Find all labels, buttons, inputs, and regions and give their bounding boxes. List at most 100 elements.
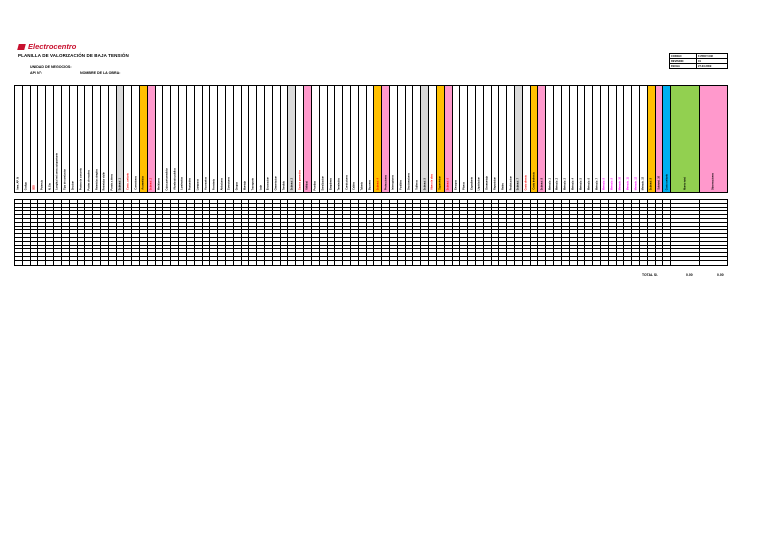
table-cell[interactable] [132,256,140,260]
table-cell[interactable] [382,237,390,241]
table-cell[interactable] [374,200,383,203]
table-cell[interactable] [648,237,656,241]
table-cell[interactable] [38,260,47,265]
table-cell[interactable] [328,222,336,226]
table-cell[interactable] [31,203,39,207]
table-cell[interactable] [343,241,351,245]
table-cell[interactable] [281,260,289,265]
table-cell[interactable] [656,200,664,203]
table-cell[interactable] [101,222,109,226]
table-cell[interactable] [429,211,437,215]
table-cell[interactable] [109,230,117,234]
table-cell[interactable] [163,200,172,203]
table-cell[interactable] [515,200,523,203]
table-cell[interactable] [351,237,359,241]
table-cell[interactable] [85,200,94,203]
table-cell[interactable] [593,256,601,260]
table-cell[interactable] [328,249,336,253]
table-cell[interactable] [288,249,297,253]
table-cell[interactable] [343,203,351,207]
table-cell[interactable] [546,230,555,234]
table-cell[interactable] [359,241,367,245]
table-cell[interactable] [249,230,258,234]
table-cell[interactable] [437,260,445,265]
table-cell[interactable] [570,200,578,203]
table-cell[interactable] [554,260,562,265]
table-cell[interactable] [585,207,594,211]
table-cell[interactable] [437,218,445,222]
table-cell[interactable] [70,245,78,249]
table-cell[interactable] [476,237,484,241]
table-cell[interactable] [234,222,242,226]
table-cell[interactable] [117,245,125,249]
table-cell[interactable] [23,241,31,245]
table-cell[interactable] [421,211,430,215]
table-cell[interactable] [507,241,515,245]
table-cell[interactable] [492,207,500,211]
table-cell[interactable] [343,215,351,218]
table-cell[interactable] [85,260,94,265]
table-cell[interactable] [38,211,47,215]
table-cell[interactable] [562,207,570,211]
table-cell[interactable] [296,245,305,249]
table-cell[interactable] [85,256,94,260]
table-cell[interactable] [281,215,289,218]
table-cell[interactable] [663,260,672,265]
table-cell[interactable] [117,200,125,203]
table-cell[interactable] [351,234,359,237]
table-cell[interactable] [304,203,312,207]
table-cell[interactable] [609,237,617,241]
table-cell[interactable] [492,253,500,256]
table-cell[interactable] [406,218,414,222]
table-cell[interactable] [163,230,172,234]
table-cell[interactable] [476,226,484,230]
table-cell[interactable] [156,215,164,218]
table-cell[interactable] [460,249,469,253]
table-cell[interactable] [406,234,414,237]
table-cell[interactable] [23,253,31,256]
table-cell[interactable] [437,207,445,211]
table-cell[interactable] [523,241,531,245]
table-cell[interactable] [359,230,367,234]
table-cell[interactable] [31,260,39,265]
table-cell[interactable] [601,234,609,237]
table-cell[interactable] [367,237,375,241]
table-cell[interactable] [242,241,250,245]
table-cell[interactable] [62,260,70,265]
table-cell[interactable] [476,241,484,245]
table-cell[interactable] [171,241,180,245]
table-cell[interactable] [226,234,234,237]
table-cell[interactable] [93,253,101,256]
table-cell[interactable] [148,253,156,256]
table-cell[interactable] [304,207,312,211]
table-cell[interactable] [413,215,422,218]
table-cell[interactable] [656,215,664,218]
table-cell[interactable] [226,256,234,260]
table-cell[interactable] [187,207,195,211]
table-cell[interactable] [476,249,484,253]
table-cell[interactable] [570,222,578,226]
table-cell[interactable] [523,207,531,211]
table-cell[interactable] [210,203,219,207]
table-cell[interactable] [257,211,265,215]
table-cell[interactable] [562,230,570,234]
table-cell[interactable] [546,256,555,260]
table-cell[interactable] [195,230,203,234]
table-cell[interactable] [398,241,406,245]
table-cell[interactable] [265,203,273,207]
table-cell[interactable] [499,222,508,226]
table-cell[interactable] [700,208,727,211]
table-cell[interactable] [367,215,375,218]
table-cell[interactable] [132,207,140,211]
table-cell[interactable] [413,230,422,234]
table-cell[interactable] [304,222,312,226]
table-cell[interactable] [578,203,586,207]
table-cell[interactable] [617,211,625,215]
table-cell[interactable] [585,256,594,260]
table-cell[interactable] [398,215,406,218]
table-cell[interactable] [226,226,234,230]
table-cell[interactable] [453,237,461,241]
table-cell[interactable] [273,256,281,260]
table-cell[interactable] [304,200,312,203]
table-cell[interactable] [640,218,648,222]
